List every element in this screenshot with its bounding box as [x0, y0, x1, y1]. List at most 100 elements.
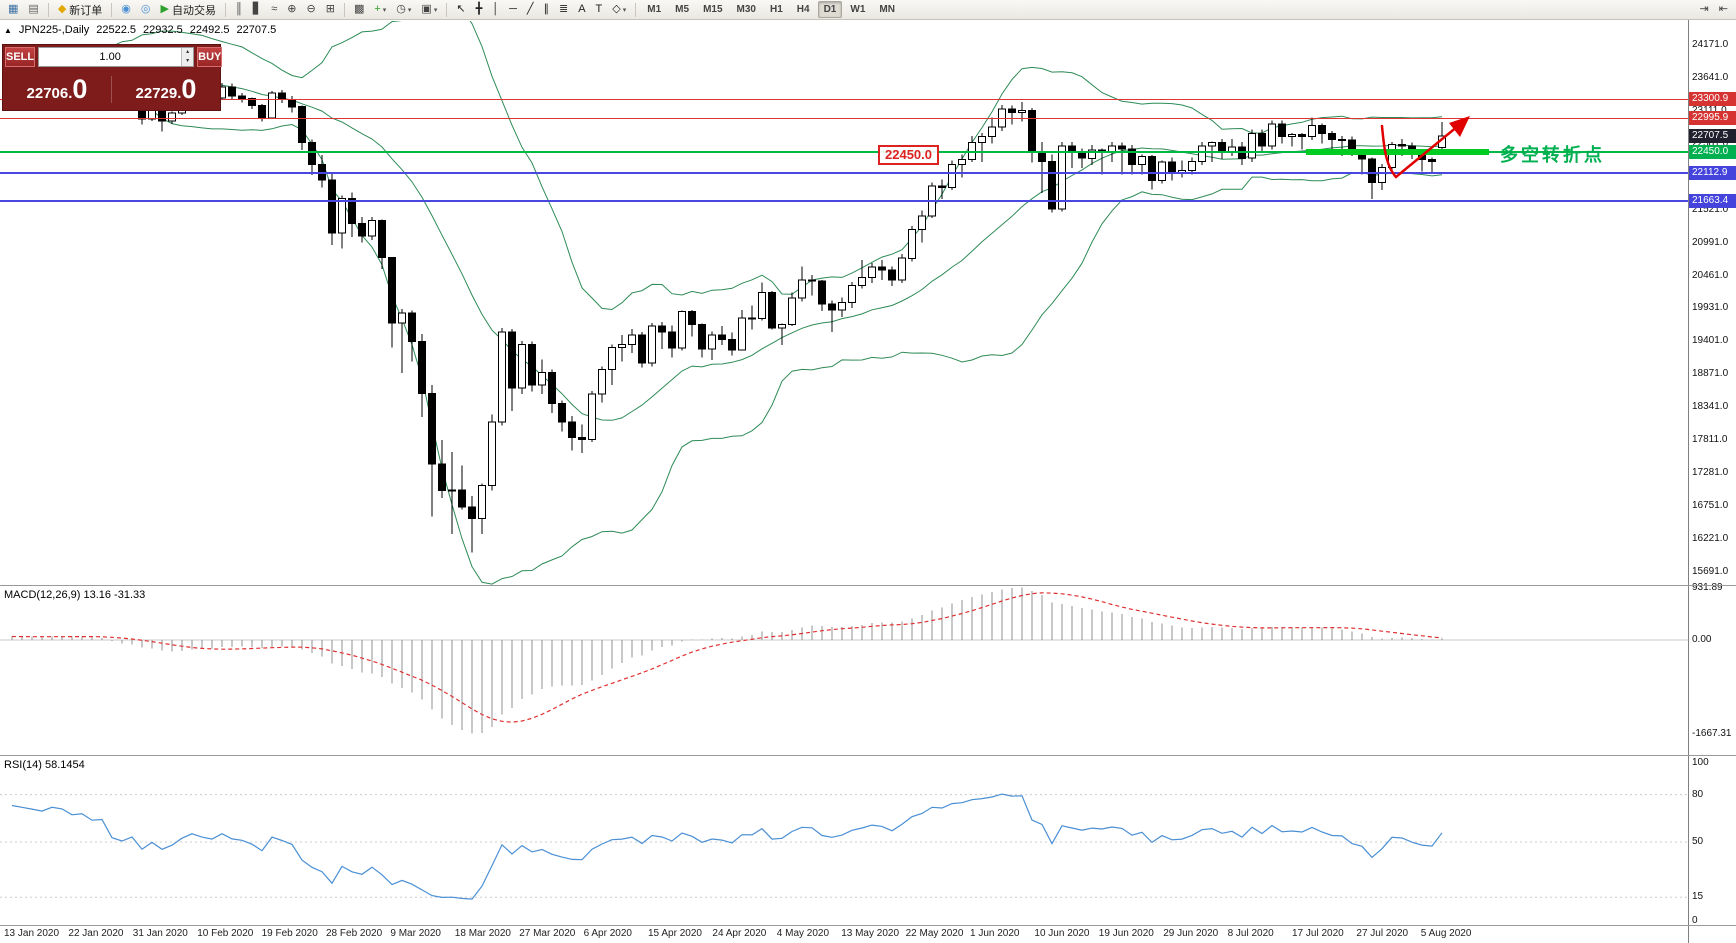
fibonacci-tool-icon: ≣ — [558, 3, 569, 15]
cursor-button[interactable]: ↖ — [452, 1, 469, 18]
turning-point-label: 多空转折点 — [1500, 145, 1605, 165]
macd-scale-label: 0.00 — [1692, 634, 1712, 645]
chart-shift-button[interactable]: ⇤ — [1715, 1, 1732, 18]
macd-scale-label: 931.89 — [1692, 581, 1723, 593]
ohlc-close: 22707.5 — [236, 24, 277, 36]
channel-tool-icon: ∥ — [543, 3, 549, 15]
volume-input[interactable] — [39, 48, 182, 66]
panel-divider[interactable] — [0, 925, 1736, 926]
panel-divider[interactable] — [0, 755, 1736, 756]
new-order-button[interactable]: ◆ 新订单 — [54, 1, 106, 18]
bar-chart-mode-button[interactable]: ║ — [231, 1, 247, 18]
rsi-scale-label: 15 — [1692, 891, 1704, 903]
text-tool-button[interactable]: A — [574, 1, 589, 18]
hline-22995.9[interactable] — [0, 117, 1688, 119]
ohlc-low: 22492.5 — [189, 24, 230, 36]
buy-button[interactable]: BUY — [197, 47, 223, 67]
channel-tool-button[interactable]: ∥ — [539, 1, 553, 18]
app-market-icon: ◉ — [121, 3, 131, 15]
hline-22112.9[interactable] — [0, 171, 1688, 174]
price-axis[interactable]: 24171.023641.023111.022581.022051.021521… — [1688, 20, 1736, 943]
zoom-in-button[interactable]: ⊕ — [283, 1, 300, 18]
chart-profiles-button[interactable]: ▤ — [24, 1, 42, 18]
timeframe-w1-button[interactable]: W1 — [850, 4, 866, 15]
timeframe-m15-button[interactable]: M15 — [703, 4, 723, 15]
date-label: 27 Mar 2020 — [519, 928, 576, 939]
hline-21663.4[interactable] — [0, 199, 1688, 202]
indicators-button[interactable]: + ▾ — [370, 1, 390, 18]
horizontal-line-tool-button[interactable]: ─ — [505, 1, 521, 18]
sell-button[interactable]: SELL — [5, 47, 36, 67]
hline-23300.9[interactable] — [0, 98, 1688, 100]
auto-scroll-icon: ⇥ — [1699, 3, 1709, 15]
price-axis-label: 18871.0 — [1692, 368, 1729, 380]
auto-scroll-button[interactable]: ⇥ — [1696, 1, 1713, 18]
price-callout[interactable]: 22450.0 — [878, 145, 939, 165]
timeframe-h1-button[interactable]: H1 — [769, 4, 783, 15]
date-label: 13 Jan 2020 — [4, 928, 60, 939]
timeframe-d1-button[interactable]: D1 — [817, 1, 843, 18]
price-axis-label: 18341.0 — [1692, 401, 1729, 413]
hline-22450[interactable] — [0, 151, 1688, 154]
buy-price-big: 0 — [181, 74, 197, 104]
app-market-button[interactable]: ◉ — [117, 1, 135, 18]
shapes-tool-button[interactable]: ◇ ▾ — [608, 1, 630, 18]
ohlc-high: 22932.5 — [143, 24, 183, 36]
timeframe-h4-button[interactable]: H4 — [796, 4, 810, 15]
price-badge-22112.9: 22112.9 — [1689, 165, 1736, 180]
new-order-label: 新订单 — [69, 4, 103, 17]
candlestick-mode-button[interactable]: ▋ — [249, 1, 265, 18]
symbol-period-label: JPN225-,Daily — [18, 24, 90, 36]
buy-price[interactable]: 22729.0 — [111, 76, 220, 103]
date-label: 19 Jun 2020 — [1098, 928, 1154, 939]
tile-windows-button[interactable]: ⊞ — [322, 1, 339, 18]
price-axis-label: 20991.0 — [1692, 236, 1729, 248]
toolbar: ▦ ▤ ◆ 新订单 ◉ ◎ ▶ 自动交易 ║ ▋ ≈ ⊕ ⊖ ⊞ ▩ + ▾ ◷ ▾ ▣ ▾ ↖ ╋ │ ─ ╱ ∥ ≣ A T ◇ ▾ M1 M… — [0, 0, 1736, 20]
date-label: 8 Jul 2020 — [1227, 928, 1274, 939]
timeframe-m1-button[interactable]: M1 — [647, 4, 662, 15]
oneclick-collapse-icon[interactable]: ▲ — [4, 25, 12, 35]
bar-chart-mode-icon: ║ — [234, 3, 243, 15]
support-zone-highlight[interactable] — [1306, 149, 1489, 155]
timeframe-mn-button[interactable]: MN — [879, 4, 895, 15]
toolbar-separator — [343, 2, 345, 17]
timeframe-m30-button[interactable]: M30 — [736, 4, 756, 15]
arrange-windows-button[interactable]: ▩ — [350, 1, 368, 18]
chart-shift-icon: ⇤ — [1718, 3, 1728, 15]
periods-button[interactable]: ◷ ▾ — [392, 1, 415, 18]
vertical-line-tool-button[interactable]: │ — [488, 1, 503, 18]
price-badge-23300.9: 23300.9 — [1689, 92, 1736, 107]
date-label: 19 Feb 2020 — [261, 928, 318, 939]
price-axis-label: 17811.0 — [1692, 434, 1728, 446]
autotrading-button[interactable]: ▶ 自动交易 — [157, 1, 220, 18]
toolbar-separator — [446, 2, 448, 17]
new-chart-button[interactable]: ▦ — [4, 1, 22, 18]
zoom-out-button[interactable]: ⊖ — [303, 1, 320, 18]
alerts-button[interactable]: ◎ — [137, 1, 155, 18]
panel-divider[interactable] — [0, 585, 1736, 586]
arrange-windows-icon: ▩ — [353, 3, 365, 15]
horizontal-line-tool-icon: ─ — [509, 3, 517, 15]
line-chart-mode-button[interactable]: ≈ — [267, 1, 281, 18]
bullish-arrow-annotation[interactable] — [1370, 108, 1482, 200]
fibonacci-tool-button[interactable]: ≣ — [555, 1, 572, 18]
volume-up-button[interactable]: ▴ — [186, 49, 190, 55]
sell-price[interactable]: 22706.0 — [3, 76, 111, 103]
rsi-label: RSI(14) 58.1454 — [4, 759, 85, 771]
date-label: 15 Apr 2020 — [648, 928, 702, 939]
date-label: 22 May 2020 — [905, 928, 964, 939]
crosshair-button[interactable]: ╋ — [472, 1, 487, 18]
price-badge-22450.0: 22450.0 — [1689, 145, 1736, 160]
tile-windows-icon: ⊞ — [325, 3, 335, 15]
rsi-scale-label: 50 — [1692, 836, 1704, 847]
time-axis[interactable]: 13 Jan 2020 22 Jan 2020 31 Jan 2020 10 Feb … — [0, 925, 1688, 943]
volume-down-button[interactable]: ▾ — [186, 58, 190, 64]
price-axis-label: 20461.0 — [1692, 269, 1729, 281]
trendline-tool-button[interactable]: ╱ — [523, 1, 538, 18]
label-tool-button[interactable]: T — [592, 1, 607, 18]
rsi-scale-label: 80 — [1692, 788, 1704, 800]
one-click-trading-panel: SELL ▴ ▾ BUY 22706.0 22729.0 — [2, 44, 223, 111]
autotrading-icon: ▶ — [160, 3, 169, 15]
templates-button[interactable]: ▣ ▾ — [417, 1, 441, 18]
timeframe-m5-button[interactable]: M5 — [675, 4, 690, 15]
